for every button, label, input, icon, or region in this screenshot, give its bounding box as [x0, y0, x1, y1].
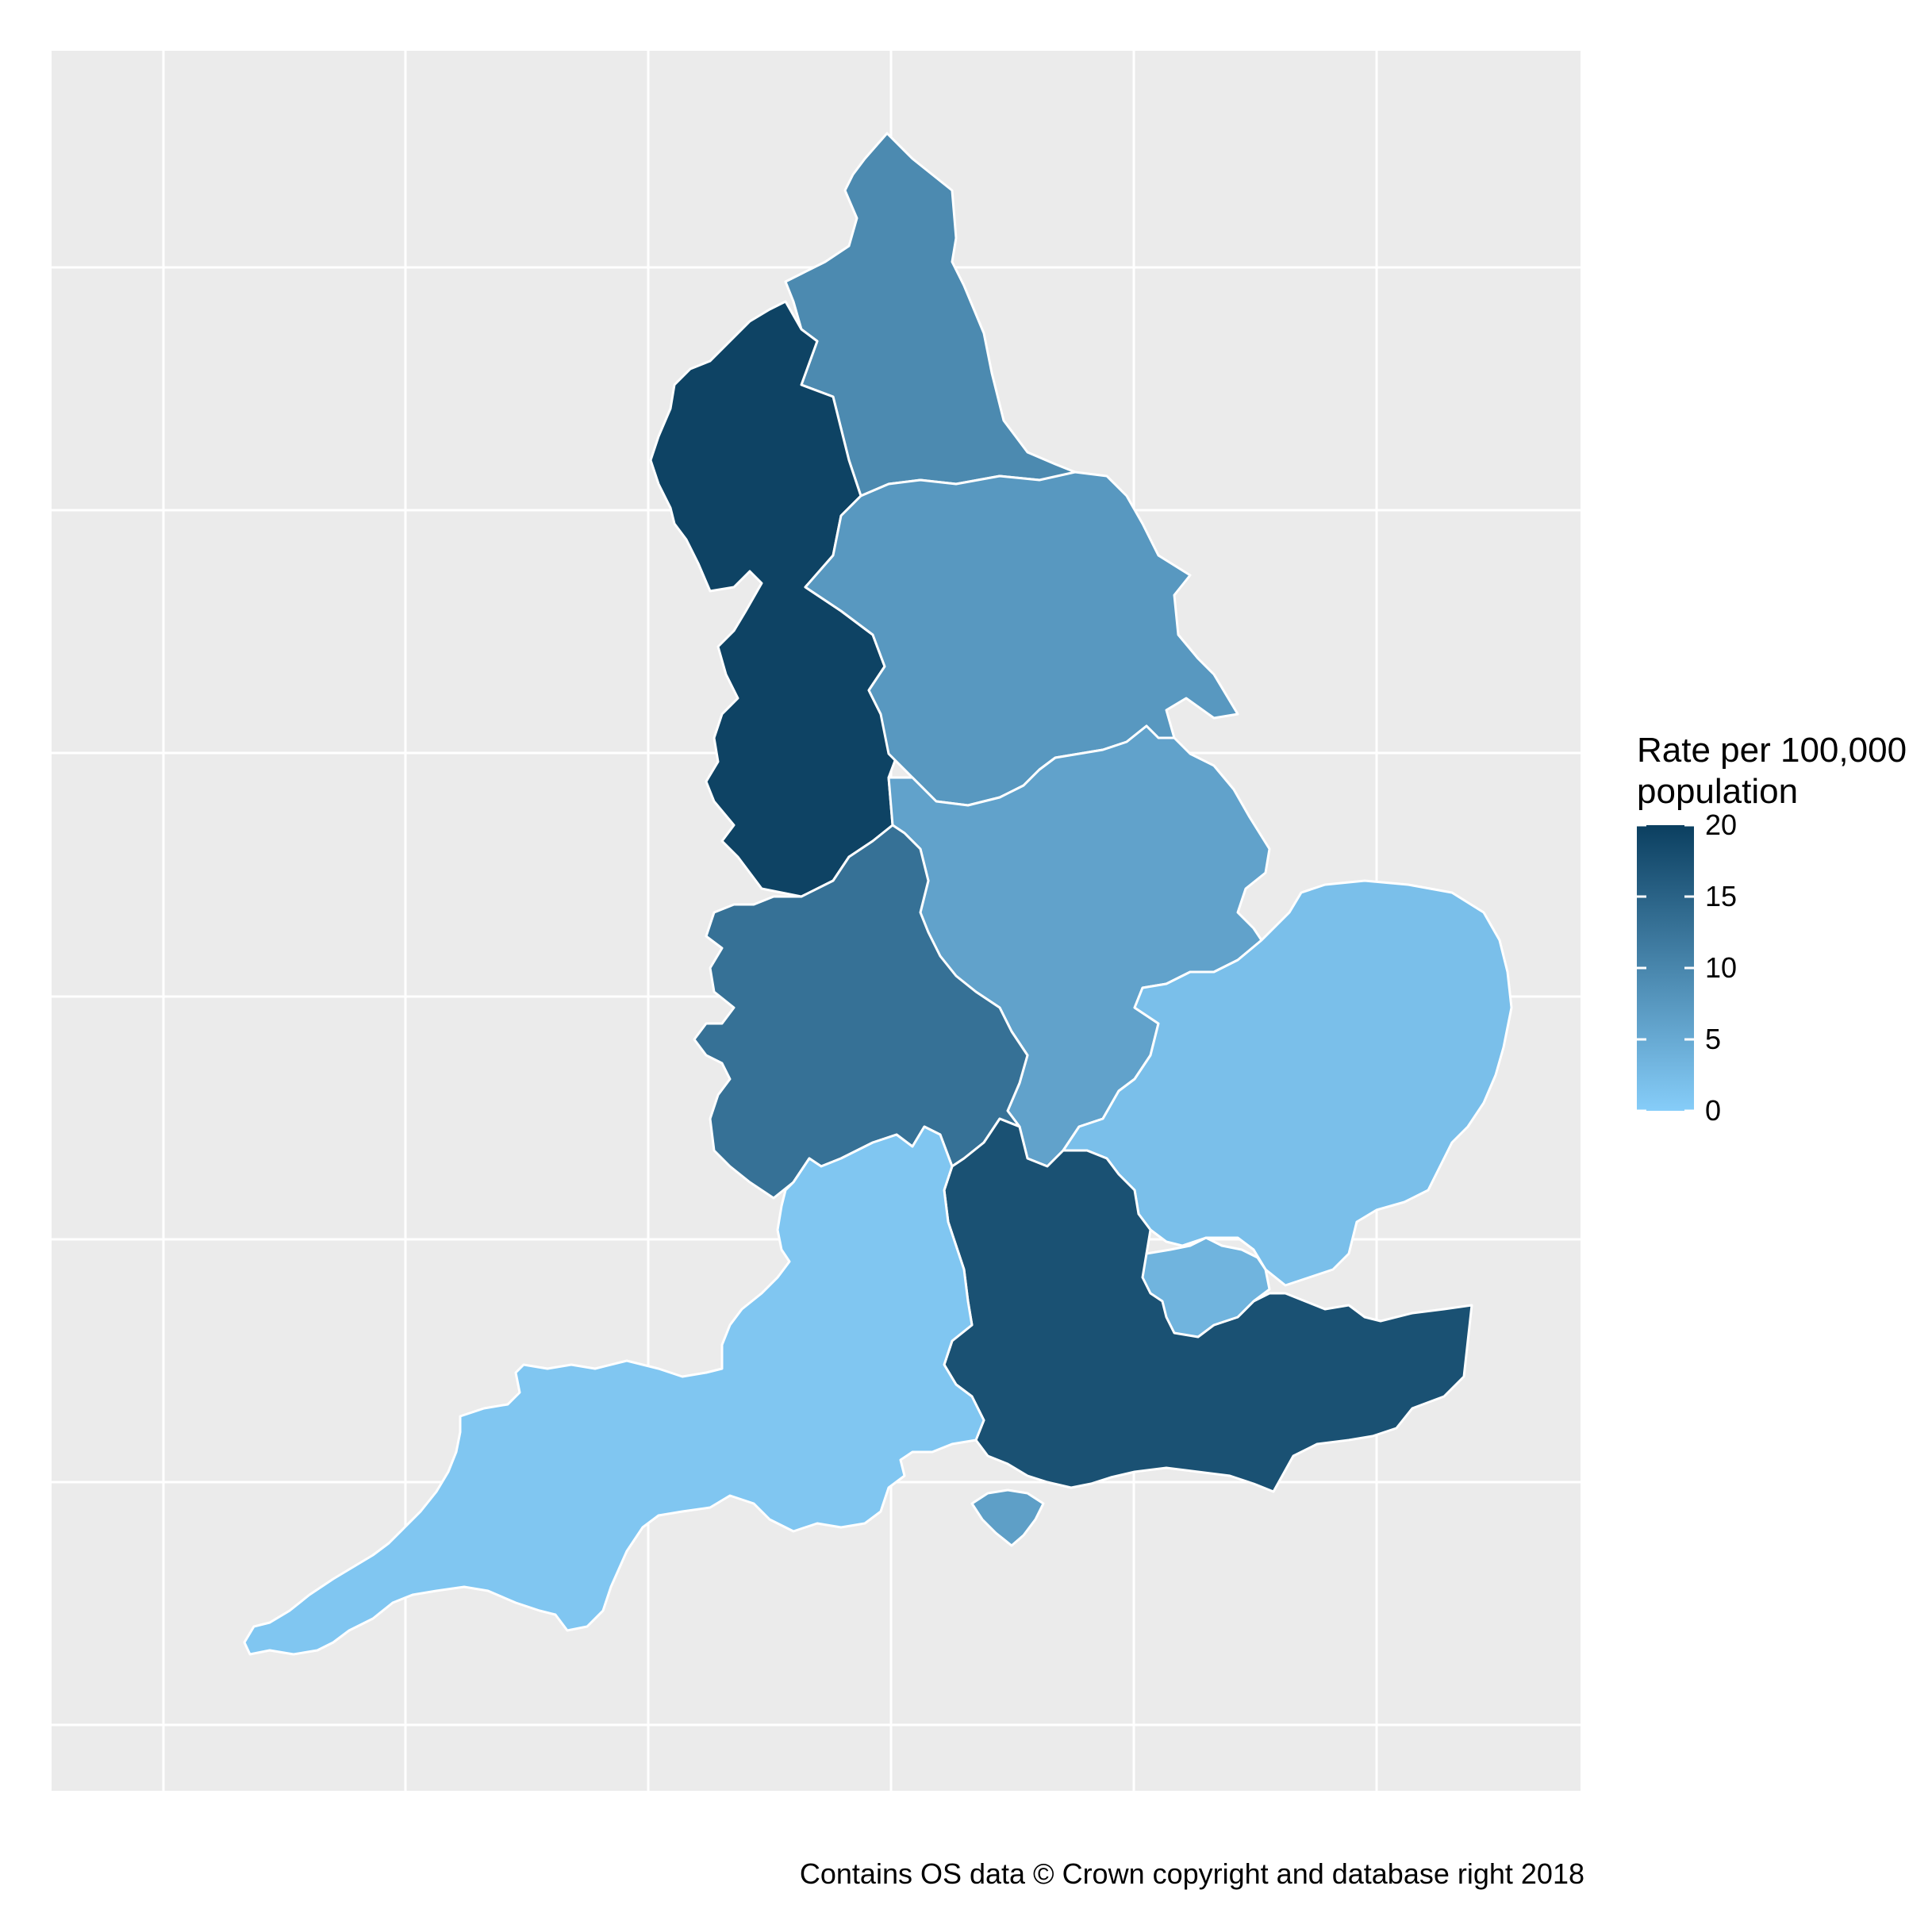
region-london	[1141, 1236, 1271, 1339]
legend-tick-label: 15	[1705, 880, 1738, 912]
legend-tick-marks	[1637, 824, 1694, 1112]
legend-tick-label: 10	[1705, 951, 1738, 984]
legend-title-line1: Rate per 100,000	[1637, 731, 1907, 770]
legend-title-line2: population	[1637, 772, 1799, 811]
legend-tick-label: 5	[1705, 1023, 1722, 1055]
legend-tick-label: 20	[1705, 809, 1738, 841]
map-caption: Contains OS data © Crown copyright and d…	[799, 1857, 1584, 1890]
legend-tick-label: 0	[1705, 1094, 1722, 1127]
region-isle-of-wight	[970, 1488, 1045, 1547]
region-south-west	[243, 1125, 985, 1656]
legend-title: Rate per 100,000 population	[1637, 730, 1907, 812]
